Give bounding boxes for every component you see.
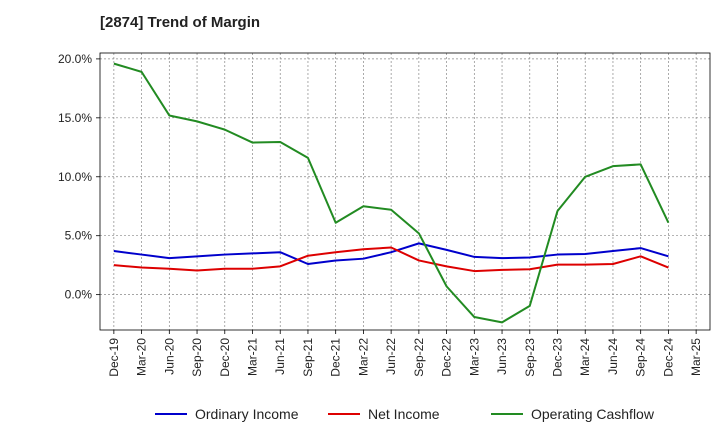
x-tick-label: Dec-21 <box>329 338 343 377</box>
chart-title: [2874] Trend of Margin <box>100 14 261 31</box>
legend-label-ordinary-income: Ordinary Income <box>195 406 299 422</box>
x-tick-label: Jun-23 <box>495 338 509 375</box>
x-tick-label: Mar-22 <box>356 338 370 376</box>
legend-label-net-income: Net Income <box>368 406 440 422</box>
x-tick-label: Dec-22 <box>440 338 454 377</box>
legend-label-operating-cashflow: Operating Cashflow <box>531 406 655 422</box>
grid-lines <box>100 53 710 330</box>
x-tick-label: Dec-23 <box>551 338 565 377</box>
x-tick-label: Jun-21 <box>273 338 287 375</box>
x-tick-label: Jun-22 <box>384 338 398 375</box>
y-tick-label: 10.0% <box>58 170 92 184</box>
x-tick-label: Dec-24 <box>661 338 675 377</box>
series-line-net-income <box>113 246 669 273</box>
x-tick-label: Jun-20 <box>162 338 176 375</box>
y-tick-label: 20.0% <box>58 52 92 66</box>
x-tick-label: Jun-24 <box>606 338 620 375</box>
y-tick-label: 15.0% <box>58 111 92 125</box>
x-tick-label: Mar-25 <box>689 338 703 376</box>
series-line-ordinary-income <box>113 242 669 265</box>
x-tick-label: Dec-19 <box>107 338 121 377</box>
x-tick-label: Sep-24 <box>634 338 648 377</box>
x-tick-label: Mar-20 <box>135 338 149 376</box>
series-lines <box>113 62 670 324</box>
series-line-operating-cashflow <box>113 62 670 324</box>
x-axis-ticks: Dec-19 Mar-20 Jun-20 Sep-20 Dec-20 Mar-21 Jun-… <box>107 330 703 377</box>
plot-area-frame <box>99 52 711 331</box>
x-tick-label: Mar-21 <box>246 338 260 376</box>
y-tick-label: 5.0% <box>65 229 93 243</box>
y-axis-ticks: 0.0% 5.0% 10.0% 15.0% 20.0% <box>58 52 100 302</box>
x-tick-label: Mar-24 <box>578 338 592 376</box>
x-tick-label: Mar-23 <box>467 338 481 376</box>
x-tick-label: Dec-20 <box>218 338 232 377</box>
x-tick-label: Sep-23 <box>523 338 537 377</box>
y-tick-label: 0.0% <box>65 288 93 302</box>
x-tick-label: Sep-22 <box>412 338 426 377</box>
x-tick-label: Sep-20 <box>190 338 204 377</box>
legend: Ordinary Income Net Income Operating Cashf… <box>155 406 655 422</box>
x-tick-label: Sep-21 <box>301 338 315 377</box>
